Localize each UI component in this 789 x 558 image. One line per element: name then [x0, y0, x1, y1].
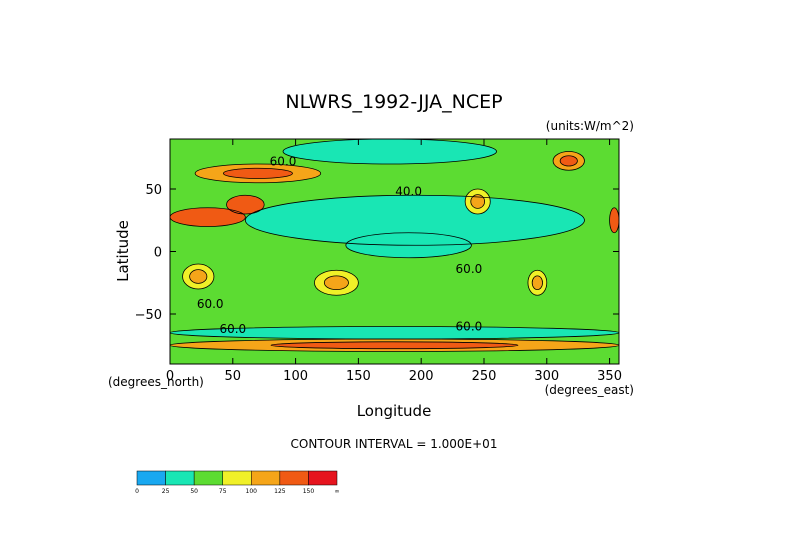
x-axis: 0 50 100 150 200 250 300 350	[166, 139, 622, 384]
x-tick-label: 150	[346, 369, 371, 384]
x-tick-label: 250	[472, 369, 497, 384]
region-fills	[170, 139, 619, 352]
region-core	[271, 341, 518, 349]
x-tick-label: 200	[409, 369, 434, 384]
contour-line	[527, 269, 548, 296]
region-fill	[226, 195, 265, 214]
y-axis-label: Latitude	[114, 220, 132, 282]
contour-line	[531, 275, 543, 291]
contour-line	[170, 207, 246, 227]
contour-line	[226, 194, 265, 215]
x-unit-label: (degrees_east)	[545, 383, 634, 397]
colorbar-tick-label: 100	[246, 488, 258, 495]
colorbar-segment	[165, 470, 195, 486]
contour-labels: 60.0 40.0 60.0 60.0 60.0 60.0	[197, 155, 482, 337]
contour-line	[552, 151, 585, 171]
y-axis: 50 0 −50	[135, 183, 619, 323]
contour-line	[244, 194, 585, 246]
contour-line	[194, 163, 322, 184]
contour-line	[170, 338, 619, 352]
region-fill	[170, 326, 619, 339]
contour-label: 60.0	[270, 155, 297, 169]
chart-title: NLWRS_1992-JJA_NCEP	[285, 91, 502, 113]
colorbar-tick-label: 0	[135, 488, 139, 495]
colorbar-tick-label: ∞	[335, 488, 340, 495]
colorbar-segment	[279, 470, 309, 486]
contour-interval-text: CONTOUR INTERVAL = 1.000E+01	[291, 437, 498, 451]
colorbar-tick-label: 75	[219, 488, 227, 495]
region-fill	[245, 195, 585, 246]
colorbar-segment	[308, 470, 338, 486]
contour-line	[182, 263, 215, 290]
contour-label: 60.0	[456, 320, 483, 334]
region-core	[532, 275, 543, 290]
contour-lines	[170, 139, 619, 352]
colorbar-tick-label: 150	[303, 488, 315, 495]
x-tick-label: 0	[166, 369, 174, 384]
contour-line	[270, 341, 519, 350]
colorbar-segment	[222, 470, 252, 486]
contour-line	[609, 207, 619, 234]
contour-line	[189, 269, 208, 284]
colorbar-segment	[193, 470, 223, 486]
colorbar-tick-label: 50	[190, 488, 198, 495]
x-axis-label: Longitude	[357, 402, 432, 420]
contour-label: 40.0	[395, 185, 422, 199]
contour-label: 60.0	[219, 322, 246, 336]
region-fill	[283, 139, 497, 164]
contour-label: 60.0	[456, 262, 483, 276]
region-core	[324, 275, 349, 290]
colorbar-segment	[136, 470, 166, 486]
contour-line	[323, 275, 349, 291]
region-fill	[609, 207, 619, 233]
x-tick-label: 50	[225, 369, 242, 384]
plot-area: 60.0 40.0 60.0 60.0 60.0 60.0	[170, 139, 619, 364]
x-tick-label: 300	[534, 369, 559, 384]
region-fill	[170, 207, 246, 227]
y-tick-label: 50	[145, 183, 162, 198]
colorbar-tick-label: 125	[274, 488, 286, 495]
contour-line	[282, 139, 497, 165]
y-tick-label: 0	[154, 246, 162, 261]
contour-line	[314, 269, 359, 296]
contour-line	[464, 188, 491, 215]
colorbar-tick-label: 25	[162, 488, 170, 495]
contour-label: 60.0	[197, 297, 224, 311]
colorbar: 0 25 50 75 100 125 150 ∞	[135, 470, 340, 495]
x-tick-label: 100	[283, 369, 308, 384]
x-tick-label: 350	[597, 369, 622, 384]
region-core	[560, 155, 578, 167]
contour-line	[470, 194, 486, 209]
colorbar-segment	[251, 470, 281, 486]
contour-line	[222, 167, 293, 179]
y-tick-label: −50	[135, 308, 162, 323]
contour-line	[345, 232, 472, 259]
region-core	[470, 194, 485, 209]
units-label: (units:W/m^2)	[546, 119, 634, 133]
contour-line	[559, 155, 578, 167]
y-unit-label: (degrees_north)	[108, 375, 204, 389]
region-core	[223, 168, 293, 179]
region-core	[189, 269, 207, 284]
